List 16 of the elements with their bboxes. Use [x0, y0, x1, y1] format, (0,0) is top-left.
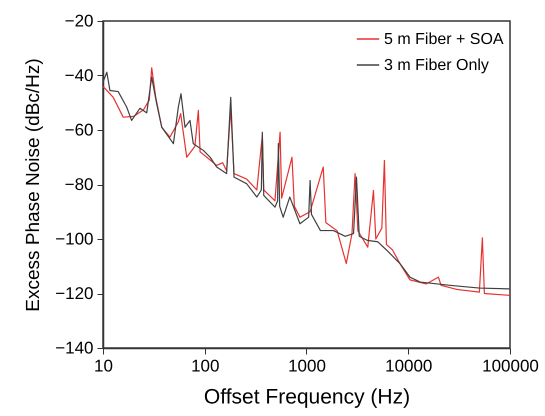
y-tick-label: −140	[55, 338, 94, 358]
legend-label: 5 m Fiber + SOA	[384, 31, 504, 48]
y-tick-label: −80	[64, 175, 94, 194]
y-tick-label: −60	[64, 120, 94, 140]
x-tick-label: 10000	[385, 356, 432, 376]
x-tick-label: 1000	[288, 356, 326, 376]
y-tick-label: −40	[64, 66, 94, 85]
y-axis-title: Excess Phase Noise (dBc/Hz)	[23, 58, 44, 312]
x-axis-title: Offset Frequency (Hz)	[204, 386, 410, 408]
y-tick-label: −120	[55, 284, 94, 303]
y-tick-label: −20	[64, 12, 94, 30]
legend-label: 3 m Fiber Only	[384, 57, 489, 74]
x-tick-label: 100	[191, 356, 220, 376]
x-tick-label: 100000	[482, 356, 539, 376]
x-tick-label: 10	[94, 356, 113, 376]
y-tick-label: −100	[55, 230, 94, 248]
